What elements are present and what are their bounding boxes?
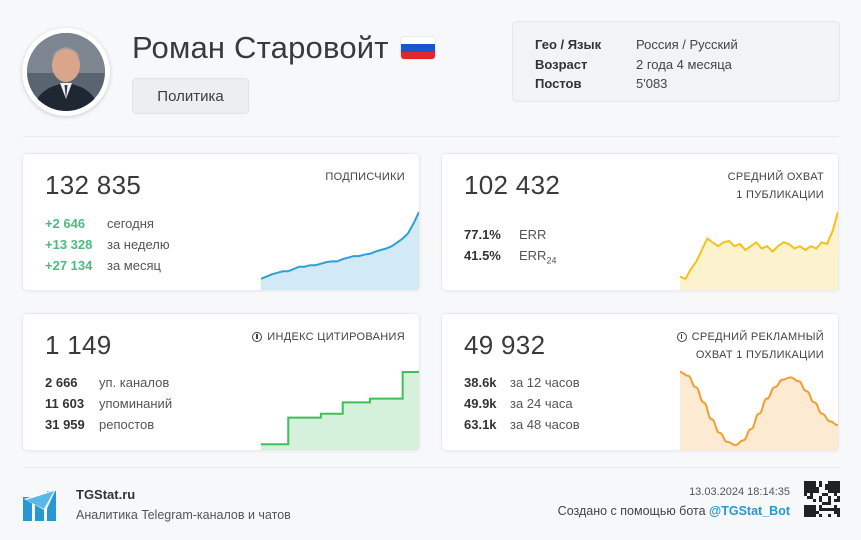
channel-name: Роман Старовойт [132, 30, 389, 65]
meta-value: Россия / Русский [636, 37, 738, 52]
meta-key: Гео / Язык [535, 37, 602, 52]
stat-number: 11 603 [45, 396, 85, 411]
meta-value: 5'083 [636, 76, 668, 91]
sparkline-area [261, 372, 419, 450]
subscribers-card[interactable]: 132 835 ПОДПИСЧИКИ +2 646 сегодня +13 32… [22, 153, 420, 291]
generated-datetime: 13.03.2024 18:14:35 [689, 486, 790, 498]
sparkline-area [680, 212, 838, 290]
sparkline-area [261, 212, 419, 290]
ad-reach-card[interactable]: 49 932 СРЕДНИЙ РЕКЛАМНЫЙ ОХВАТ 1 ПУБЛИКАЦ… [441, 313, 839, 451]
ad-reach-sparkline [680, 371, 838, 450]
stat-label: за месяц [107, 258, 161, 273]
stat-number: 77.1% [464, 227, 501, 242]
subscribers-sparkline [261, 211, 419, 290]
stat-number: +2 646 [45, 216, 86, 231]
reach-stats: 77.1% ERR 41.5% ERR24 [464, 224, 556, 272]
sparkline-area [680, 372, 838, 450]
avatar-photo [27, 33, 105, 111]
footer-tagline: Аналитика Telegram-каналов и чатов [76, 508, 291, 522]
subscribers-title: ПОДПИСЧИКИ [325, 171, 405, 183]
citation-sparkline [261, 371, 419, 450]
meta-value: 2 года 4 месяца [636, 56, 732, 72]
divider [22, 136, 839, 137]
citation-index: 1 149 [45, 330, 112, 360]
sparkline-line [680, 371, 838, 446]
stat-row: 31 959 репостов [45, 414, 172, 435]
stat-row: 11 603 упоминаний [45, 393, 172, 414]
channel-avatar [22, 28, 110, 116]
channel-title-row: Роман Старовойт [132, 30, 435, 66]
info-icon[interactable] [676, 332, 687, 342]
stat-number: 41.5% [464, 248, 501, 263]
reach-title: СРЕДНИЙ ОХВАТ 1 ПУБЛИКАЦИИ [727, 171, 824, 201]
info-icon[interactable] [252, 332, 263, 342]
stat-row: +13 328 за неделю [45, 234, 170, 255]
stat-row: 41.5% ERR24 [464, 245, 556, 272]
stat-row: +2 646 сегодня [45, 213, 170, 234]
stat-row: 2 666 уп. каналов [45, 372, 172, 393]
stat-row: 77.1% ERR [464, 224, 556, 245]
ad-reach-count: 49 932 [464, 330, 546, 360]
russia-flag-icon [400, 37, 435, 59]
stat-number: +13 328 [45, 237, 93, 252]
meta-key: Возраст [535, 56, 588, 72]
meta-row-age: Возраст 2 года 4 месяца [535, 55, 817, 75]
bot-handle-link[interactable]: @TGStat_Bot [709, 504, 790, 518]
created-by-label: Создано с помощью бота [557, 504, 706, 518]
meta-row-posts: Постов 5'083 [535, 74, 817, 94]
stat-label: за 12 часов [510, 375, 580, 390]
subscribers-stats: +2 646 сегодня +13 328 за неделю +27 134… [45, 213, 170, 276]
stat-number: +27 134 [45, 258, 93, 273]
stat-number: 49.9k [464, 396, 497, 411]
tgstat-logo-icon[interactable] [22, 487, 58, 521]
meta-row-geo: Гео / Язык Россия / Русский [535, 35, 817, 55]
stat-label: сегодня [107, 216, 154, 231]
stat-label: за 24 часа [510, 396, 573, 411]
stat-number: 38.6k [464, 375, 497, 390]
footer-brand-link[interactable]: TGStat.ru [76, 487, 136, 502]
channel-meta-box: Гео / Язык Россия / Русский Возраст 2 го… [512, 21, 840, 102]
ad-reach-title: СРЕДНИЙ РЕКЛАМНЫЙ ОХВАТ 1 ПУБЛИКАЦИИ [676, 328, 824, 364]
sparkline-line [261, 211, 419, 280]
stat-number: 63.1k [464, 417, 497, 432]
citation-stats: 2 666 уп. каналов 11 603 упоминаний 31 9… [45, 372, 172, 435]
sparkline-line [680, 211, 838, 281]
stat-row: 38.6k за 12 часов [464, 372, 580, 393]
stat-row: +27 134 за месяц [45, 255, 170, 276]
stat-number: 2 666 [45, 375, 78, 390]
stat-number: 31 959 [45, 417, 85, 432]
category-button[interactable]: Политика [132, 78, 249, 114]
stat-row: 49.9k за 24 часа [464, 393, 580, 414]
stat-label: за 48 часов [510, 417, 580, 432]
stat-label: репостов [99, 417, 155, 432]
reach-card[interactable]: 102 432 СРЕДНИЙ ОХВАТ 1 ПУБЛИКАЦИИ 77.1% … [441, 153, 839, 291]
stat-label: уп. каналов [99, 375, 170, 390]
stat-label: за неделю [107, 237, 170, 252]
qr-code-icon [804, 481, 840, 517]
citation-title: ИНДЕКС ЦИТИРОВАНИЯ [252, 328, 405, 346]
sparkline-line [261, 371, 419, 446]
stat-label: ERR [519, 227, 547, 242]
created-by-text: Создано с помощью бота @TGStat_Bot [558, 504, 790, 518]
stat-subscript: 24 [546, 255, 557, 266]
stat-row: 63.1k за 48 часов [464, 414, 580, 435]
meta-key: Постов [535, 76, 582, 91]
citation-card[interactable]: 1 149 ИНДЕКС ЦИТИРОВАНИЯ 2 666 уп. канал… [22, 313, 420, 451]
ad-reach-stats: 38.6k за 12 часов 49.9k за 24 часа 63.1k… [464, 372, 580, 435]
subscribers-count: 132 835 [45, 170, 142, 200]
reach-sparkline [680, 211, 838, 290]
stat-label: ERR24 [519, 248, 557, 266]
reach-count: 102 432 [464, 170, 561, 200]
divider [22, 467, 839, 468]
stat-label: упоминаний [99, 396, 173, 411]
